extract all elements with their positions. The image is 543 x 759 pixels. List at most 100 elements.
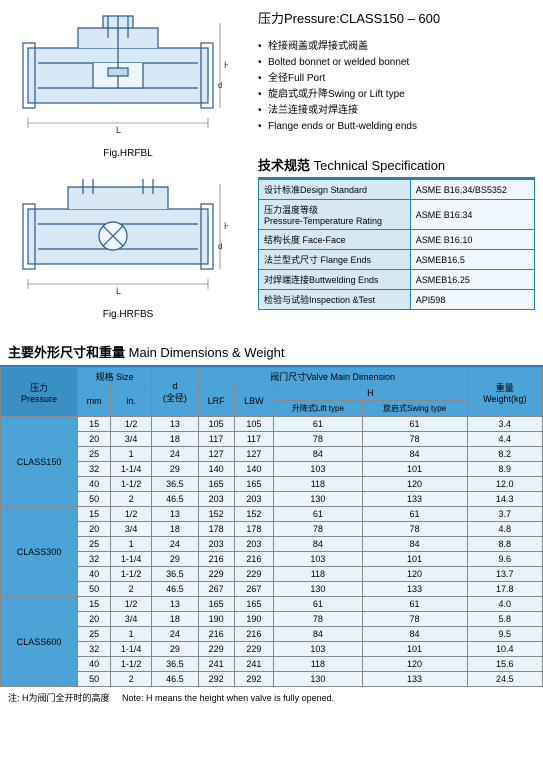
dim-cell: 203 xyxy=(234,537,274,552)
dim-cell: 3.7 xyxy=(467,507,542,522)
hdr-pressure: 压力 Pressure xyxy=(1,368,78,417)
dim-cell: 25 xyxy=(78,627,111,642)
dim-cell: 46.5 xyxy=(152,582,198,597)
figure-1-label: Fig.HRFBL xyxy=(8,148,248,159)
dim-cell: 140 xyxy=(198,462,234,477)
dim-cell: 61 xyxy=(274,597,362,612)
hdr-h: H xyxy=(274,386,467,401)
figure-2: L H d Fig.HRFBS xyxy=(8,169,248,320)
tech-label: 设计标准Design Standard xyxy=(259,180,411,200)
tech-label: 结构长度 Face-Face xyxy=(259,230,411,250)
tech-label: 压力温度等级 Pressure-Temperature Rating xyxy=(259,200,411,230)
dim-cell: 1/2 xyxy=(111,507,152,522)
dim-cell: 84 xyxy=(362,447,467,462)
dim-cell: 78 xyxy=(274,432,362,447)
dim-cell: 29 xyxy=(152,642,198,657)
svg-text:d: d xyxy=(218,81,222,90)
tech-label: 法兰型式尺寸 Flange Ends xyxy=(259,250,411,270)
dim-cell: 50 xyxy=(78,672,111,687)
dim-cell: 241 xyxy=(234,657,274,672)
dim-cell: 127 xyxy=(234,447,274,462)
dim-row: CLASS300151/21315215261613.7 xyxy=(1,507,543,522)
tech-row: 法兰型式尺寸 Flange EndsASMEB16.5 xyxy=(259,250,535,270)
dim-cell: 4.4 xyxy=(467,432,542,447)
dim-cell: 3/4 xyxy=(111,612,152,627)
dim-cell: 84 xyxy=(362,627,467,642)
tech-value: ASME B16.34 xyxy=(410,200,534,230)
dim-row: 50246.526726713013317.8 xyxy=(1,582,543,597)
dim-cell: 4.0 xyxy=(467,597,542,612)
dim-cell: 61 xyxy=(274,507,362,522)
dim-cell: 84 xyxy=(362,537,467,552)
dim-row: CLASS600151/21316516561614.0 xyxy=(1,597,543,612)
bullet-item: Bolted bonnet or welded bonnet xyxy=(258,55,535,71)
hdr-size: 规格 Size xyxy=(78,368,152,386)
note-cn: 注: H为阀门全开时的高度 xyxy=(8,693,110,703)
dimensions-table: 压力 Pressure规格 Sized (全径)阀门尺寸Valve Main D… xyxy=(0,367,543,687)
dim-cell: 36.5 xyxy=(152,477,198,492)
dim-cell: 3/4 xyxy=(111,432,152,447)
dim-cell: 40 xyxy=(78,657,111,672)
dim-cell: 18 xyxy=(152,612,198,627)
dim-cell: 203 xyxy=(234,492,274,507)
dim-cell: 5.8 xyxy=(467,612,542,627)
svg-text:H: H xyxy=(224,221,228,231)
dim-row: 203/41811711778784.4 xyxy=(1,432,543,447)
dim-cell: 120 xyxy=(362,657,467,672)
pressure-class-cell: CLASS600 xyxy=(1,597,78,687)
dim-cell: 133 xyxy=(362,492,467,507)
dim-cell: 130 xyxy=(274,582,362,597)
footnote: 注: H为阀门全开时的高度 Note: H means the height w… xyxy=(0,687,543,708)
dim-cell: 10.4 xyxy=(467,642,542,657)
dim-cell: 292 xyxy=(234,672,274,687)
dim-cell: 229 xyxy=(198,642,234,657)
dim-cell: 61 xyxy=(362,507,467,522)
hdr-h2: 旋启式Swing type xyxy=(362,401,467,417)
figures-column: L H d Fig.HRFBL xyxy=(8,8,248,330)
dim-cell: 165 xyxy=(234,597,274,612)
dim-row: 321-1/4291401401031018.9 xyxy=(1,462,543,477)
dim-cell: 216 xyxy=(198,627,234,642)
dim-cell: 216 xyxy=(198,552,234,567)
hdr-valve: 阀门尺寸Valve Main Dimension xyxy=(198,368,467,386)
dim-cell: 40 xyxy=(78,477,111,492)
tech-row: 压力温度等级 Pressure-Temperature RatingASME B… xyxy=(259,200,535,230)
tech-title-en: Technical Specification xyxy=(314,158,446,173)
dim-cell: 152 xyxy=(234,507,274,522)
dim-cell: 1 xyxy=(111,537,152,552)
figure-2-label: Fig.HRFBS xyxy=(8,309,248,320)
dim-cell: 25 xyxy=(78,537,111,552)
dim-cell: 61 xyxy=(362,597,467,612)
dim-cell: 78 xyxy=(274,522,362,537)
dim-cell: 130 xyxy=(274,672,362,687)
feature-bullets: 栓接阀盖或焊接式阀盖Bolted bonnet or welded bonnet… xyxy=(258,39,535,135)
dim-row: 2512420320384848.8 xyxy=(1,537,543,552)
hdr-lrf: LRF xyxy=(198,386,234,417)
dim-cell: 103 xyxy=(274,462,362,477)
tech-spec-title: 技术规范 Technical Specification xyxy=(258,155,535,179)
dim-cell: 1-1/4 xyxy=(111,552,152,567)
hdr-weight: 重量 Weight(kg) xyxy=(467,368,542,417)
bullet-item: 旋启式或升降Swing or Lift type xyxy=(258,87,535,103)
dim-cell: 118 xyxy=(274,477,362,492)
dim-row: 401-1/236.516516511812012.0 xyxy=(1,477,543,492)
tech-label: 对焊端连接Buttwelding Ends xyxy=(259,270,411,290)
dim-cell: 18 xyxy=(152,432,198,447)
dim-cell: 203 xyxy=(198,492,234,507)
hdr-in: in. xyxy=(111,386,152,417)
dim-cell: 8.8 xyxy=(467,537,542,552)
pressure-title: 压力Pressure:CLASS150 – 600 xyxy=(258,8,535,27)
svg-text:H: H xyxy=(224,60,228,70)
dim-cell: 190 xyxy=(198,612,234,627)
dim-row: 2512412712784848.2 xyxy=(1,447,543,462)
tech-value: API598 xyxy=(410,290,534,310)
dim-cell: 84 xyxy=(274,537,362,552)
hdr-lbw: LBW xyxy=(234,386,274,417)
svg-text:L: L xyxy=(116,286,121,296)
dim-cell: 17.8 xyxy=(467,582,542,597)
dim-row: 401-1/236.522922911812013.7 xyxy=(1,567,543,582)
hdr-d: d (全径) xyxy=(152,368,198,417)
dim-cell: 12.0 xyxy=(467,477,542,492)
dim-cell: 50 xyxy=(78,582,111,597)
dim-cell: 117 xyxy=(198,432,234,447)
